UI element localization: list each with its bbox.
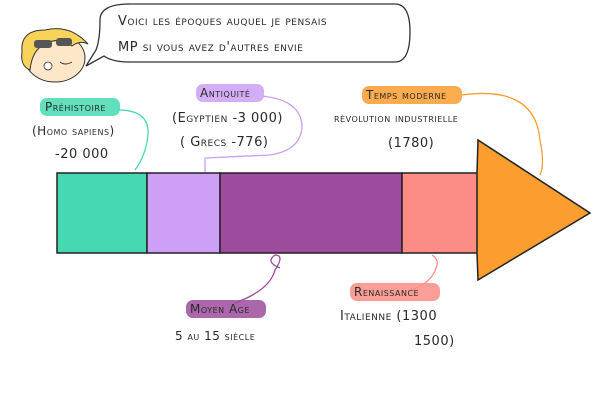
period-detail: 5 au 15 siècle xyxy=(175,329,255,343)
period-label: Antiquité xyxy=(200,86,250,100)
speech-line: MP si vous avez d'autres envie xyxy=(118,40,303,55)
period-detail: (1780) xyxy=(388,136,434,151)
speech-bubble xyxy=(85,3,411,67)
period-detail: 1500) xyxy=(414,334,455,349)
period-label: Préhistoire xyxy=(45,100,106,114)
period-label: Renaissance xyxy=(354,285,419,299)
label-highlight xyxy=(362,86,462,104)
label-highlight xyxy=(350,283,440,301)
period-detail: (Egyptien -3 000) xyxy=(172,111,283,126)
avatar xyxy=(21,28,89,83)
speech-line: Voici les époques auquel je pensais xyxy=(118,14,327,29)
label-highlight xyxy=(40,98,120,116)
timeline-arrow xyxy=(56,138,592,282)
period-detail: ( Grecs -776) xyxy=(180,135,268,150)
label-highlight xyxy=(186,300,266,318)
label-highlight xyxy=(196,84,264,102)
period-detail: (Homo sapiens) xyxy=(32,124,115,138)
period-detail: révolution industrielle xyxy=(334,111,458,125)
period-detail: -20 000 xyxy=(55,147,109,162)
period-label: Moyen Age xyxy=(190,302,250,316)
period-label: Temps moderne xyxy=(365,88,447,102)
period-detail: Italienne (1300 xyxy=(340,309,437,324)
